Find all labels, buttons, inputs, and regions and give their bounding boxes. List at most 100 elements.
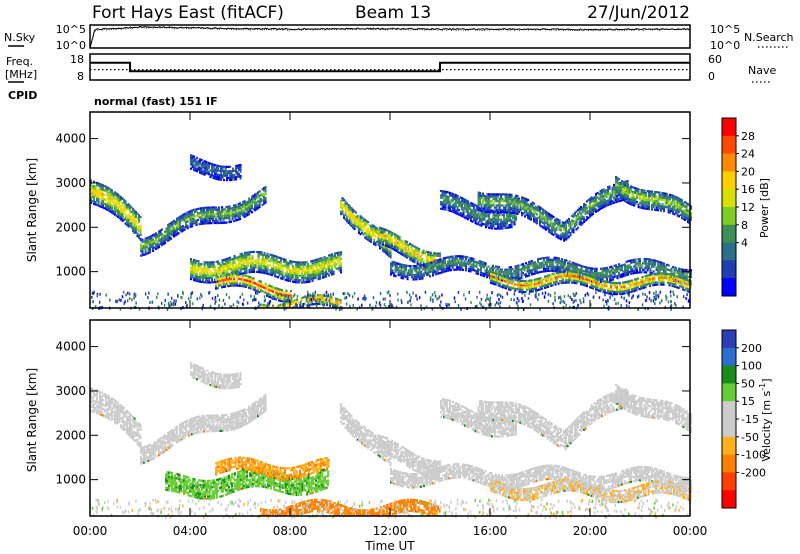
heatmap-cell (211, 163, 214, 166)
heatmap-cell (224, 274, 227, 277)
heatmap-cell (421, 260, 424, 263)
heatmap-cell (182, 227, 185, 230)
heatmap-cell (285, 289, 288, 292)
heatmap-cell (94, 185, 97, 188)
heatmap-cell (622, 181, 625, 184)
heatmap-cell (423, 272, 426, 275)
heatmap-cell (106, 186, 109, 189)
heatmap-cell (245, 208, 248, 211)
heatmap-cell (233, 176, 236, 179)
heatmap-cell (412, 249, 415, 252)
heatmap-cell (100, 188, 103, 191)
heatmap-cell (296, 274, 299, 277)
heatmap-cell (144, 253, 147, 256)
heatmap-cell (500, 197, 503, 200)
heatmap-cell (468, 207, 471, 210)
heatmap-cell (269, 293, 272, 296)
heatmap-cell (170, 237, 173, 240)
heatmap-cell (249, 276, 252, 279)
heatmap-cell (206, 263, 209, 266)
heatmap-cell (530, 214, 533, 217)
heatmap-cell (533, 206, 536, 210)
heatmap-cell (186, 227, 189, 230)
heatmap-cell (486, 269, 489, 272)
heatmap-cell (397, 273, 400, 276)
heatmap-cell (278, 270, 281, 273)
heatmap-cell (206, 215, 209, 218)
heatmap-cell (214, 265, 217, 268)
heatmap-cell (512, 209, 515, 212)
heatmap-cell (261, 194, 264, 197)
heatmap-cell (307, 274, 310, 277)
heatmap-cell (245, 271, 248, 274)
heatmap-cell (257, 251, 260, 254)
heatmap-cell (206, 268, 209, 271)
heatmap-cell (607, 275, 610, 278)
heatmap-cell (476, 207, 479, 210)
heatmap-cell (323, 262, 326, 265)
heatmap-cell (339, 301, 342, 304)
heatmap-cell (325, 268, 328, 271)
heatmap-cell (403, 247, 406, 251)
heatmap-cell (127, 223, 130, 226)
heatmap-cell (248, 255, 251, 258)
heatmap-cell (304, 281, 307, 284)
heatmap-cell (252, 286, 255, 289)
heatmap-cell (161, 241, 164, 244)
heatmap-cell (389, 237, 392, 240)
heatmap-cell (276, 296, 279, 299)
heatmap-cell (161, 235, 164, 238)
heatmap-cell (425, 250, 428, 253)
heatmap-cell (410, 254, 413, 257)
heatmap-cell (406, 271, 409, 274)
heatmap-cell (307, 265, 310, 268)
heatmap-cell (389, 233, 392, 236)
heatmap-cell (414, 267, 417, 270)
heatmap-cell (532, 264, 535, 267)
heatmap-cell (236, 175, 239, 178)
heatmap-cell (284, 272, 287, 275)
heatmap-cell (493, 267, 496, 270)
heatmap-cell (441, 203, 444, 206)
heatmap-cell (228, 273, 231, 276)
heatmap-cell (600, 272, 603, 275)
heatmap-cell (569, 220, 572, 223)
heatmap-cell (631, 261, 634, 264)
heatmap-cell (326, 272, 329, 275)
heatmap-cell (624, 274, 627, 277)
heatmap-cell (221, 261, 224, 264)
heatmap-cell (239, 202, 242, 205)
heatmap-cell (209, 169, 212, 172)
heatmap-cell (400, 252, 403, 255)
heatmap-cell (358, 220, 361, 223)
heatmap-cell (244, 269, 247, 272)
heatmap-cell (523, 269, 526, 272)
heatmap-cell (141, 240, 144, 243)
heatmap-cell (480, 205, 483, 208)
heatmap-cell (404, 244, 407, 247)
heatmap-cell (229, 267, 232, 270)
heatmap-cell (196, 156, 199, 159)
heatmap-cell (439, 267, 442, 270)
heatmap-cell (227, 214, 230, 217)
heatmap-cell (323, 258, 326, 261)
heatmap-cell (624, 188, 627, 191)
heatmap-cell (198, 212, 201, 215)
heatmap-cell (272, 254, 275, 257)
heatmap-cell (349, 212, 352, 215)
heatmap-cell (512, 221, 515, 224)
heatmap-cell (558, 259, 561, 262)
heatmap-cell (377, 228, 380, 231)
heatmap-cell (480, 265, 483, 268)
heatmap-cell (307, 271, 310, 275)
heatmap-cell (159, 240, 162, 243)
heatmap-cell (648, 262, 651, 265)
heatmap-cell (627, 271, 630, 274)
heatmap-cell (502, 270, 505, 273)
heatmap-cell (571, 221, 574, 224)
heatmap-cell (576, 265, 579, 268)
heatmap-cell (421, 277, 424, 280)
heatmap-cell (456, 268, 459, 271)
heatmap-cell (394, 264, 397, 267)
heatmap-cell (311, 277, 314, 280)
